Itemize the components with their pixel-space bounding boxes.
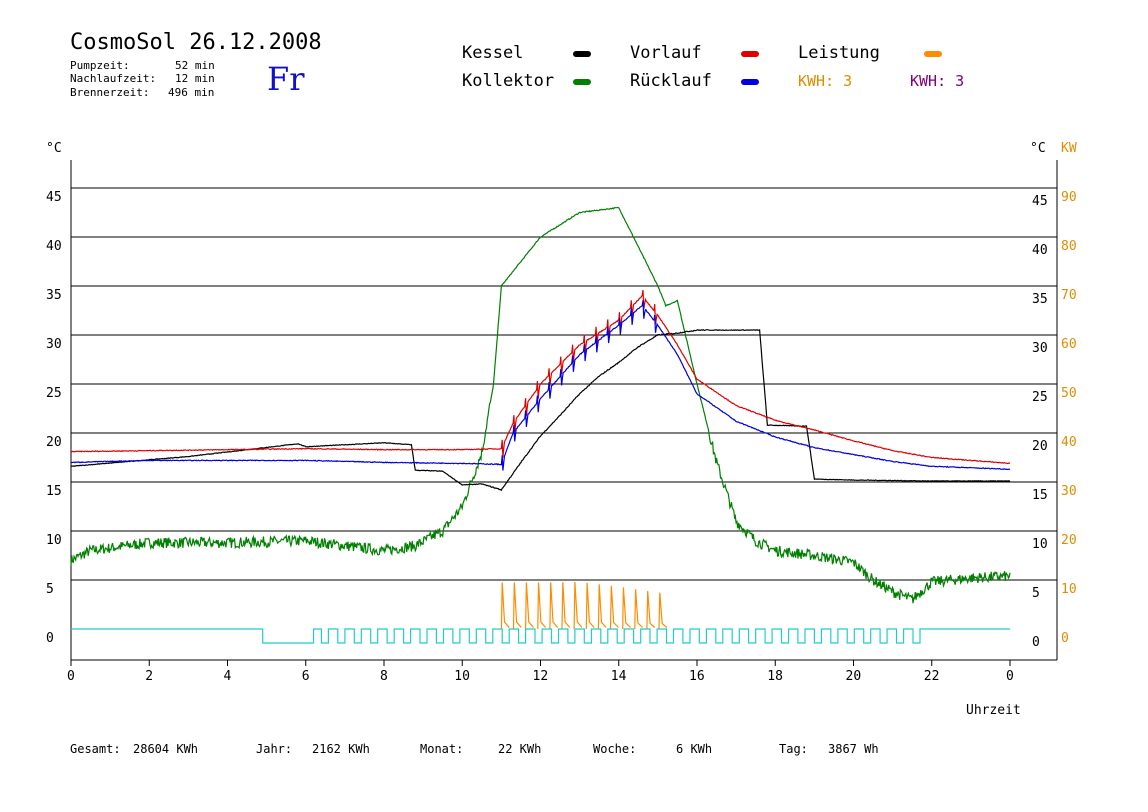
y-tick-right-20: 20 (1032, 439, 1048, 454)
footer-woche-label: Woche: (593, 742, 637, 756)
x-tick-7: 14 (611, 669, 627, 684)
footer-monat-value: 22 KWh (498, 742, 542, 756)
y-tick-right-40: 40 (1032, 243, 1048, 258)
y-tick-left-0: 0 (46, 631, 54, 646)
page-title: CosmoSol 26.12.2008 (70, 30, 322, 55)
y-tick-right-25: 25 (1032, 390, 1048, 405)
y-tick-right-35: 35 (1032, 292, 1048, 307)
legend-kessel-label: Kessel (462, 43, 524, 63)
y-tick-right-30: 30 (1032, 341, 1048, 356)
stat-brennerzeit-label: Brennerzeit: (70, 86, 150, 99)
y2-tick-30: 30 (1061, 484, 1077, 499)
grid-layer (71, 187, 1057, 581)
y2-tick-40: 40 (1061, 435, 1077, 450)
kwh-right: KWH: 3 (910, 72, 965, 90)
legend-kessel-swatch (573, 51, 591, 57)
y2-tick-70: 70 (1061, 288, 1077, 303)
stat-pumpzeit-value: 52 min (175, 59, 215, 72)
x-tick-11: 22 (924, 669, 940, 684)
series-kollektor (70, 206, 1011, 604)
series-leistung (500, 581, 668, 630)
y2-tick-80: 80 (1061, 239, 1077, 254)
x-tick-0: 0 (67, 669, 75, 684)
y-tick-right-10: 10 (1032, 537, 1048, 552)
y-tick-left-15: 15 (46, 484, 62, 499)
legend-leistung-swatch (924, 51, 942, 57)
y-tick-right-5: 5 (1032, 586, 1040, 601)
y2-tick-0: 0 (1061, 631, 1069, 646)
footer-woche-value: 6 KWh (676, 742, 713, 756)
y-tick-left-25: 25 (46, 386, 62, 401)
y2-tick-50: 50 (1061, 386, 1077, 401)
legend-vorlauf-swatch (741, 51, 759, 57)
stat-nachlaufzeit-value: 12 min (175, 72, 215, 85)
legend-ruecklauf-label: Rücklauf (630, 71, 712, 91)
x-tick-1: 2 (145, 669, 153, 684)
footer-jahr-value: 2162 KWh (312, 742, 370, 756)
series-vorlauf (70, 289, 1011, 465)
pump-status-line (71, 628, 1010, 644)
x-tick-10: 20 (846, 669, 862, 684)
x-tick-12: 0 (1006, 669, 1014, 684)
x-tick-4: 8 (380, 669, 388, 684)
y-tick-left-40: 40 (46, 239, 62, 254)
footer-gesamt-value: 28604 KWh (133, 742, 199, 756)
y-tick-right-15: 15 (1032, 488, 1048, 503)
footer-tag-value: 3867 Wh (828, 742, 879, 756)
y-tick-right-0: 0 (1032, 635, 1040, 650)
x-axis-label: Uhrzeit (966, 703, 1021, 718)
y2-tick-10: 10 (1061, 582, 1077, 597)
footer-monat-label: Monat: (420, 742, 464, 756)
legend-kollektor-swatch (573, 79, 591, 85)
x-tick-2: 4 (224, 669, 232, 684)
x-tick-9: 18 (767, 669, 783, 684)
y2-tick-90: 90 (1061, 190, 1077, 205)
y-tick-left-20: 20 (46, 435, 62, 450)
footer-jahr-label: Jahr: (256, 742, 293, 756)
y-axis-label-right: °C (1030, 141, 1046, 156)
legend-ruecklauf-swatch (741, 79, 759, 85)
weekday-label: Fr (267, 60, 305, 98)
kwh-left: KWH: 3 (798, 72, 853, 90)
series-kessel (70, 328, 1011, 492)
x-tick-5: 10 (454, 669, 470, 684)
y-tick-left-35: 35 (46, 288, 62, 303)
x-tick-8: 16 (689, 669, 705, 684)
series-layer (70, 206, 1011, 644)
y-tick-right-45: 45 (1032, 194, 1048, 209)
footer-gesamt-label: Gesamt: (70, 742, 121, 756)
y-axis-label-right-kw: KW (1061, 141, 1077, 156)
y-axis-label-left: °C (46, 141, 62, 156)
stat-brennerzeit-value: 496 min (168, 86, 215, 99)
series-ruecklauf (70, 300, 1011, 471)
y2-tick-20: 20 (1061, 533, 1077, 548)
x-tick-6: 12 (533, 669, 549, 684)
y-tick-left-30: 30 (46, 337, 62, 352)
y2-tick-60: 60 (1061, 337, 1077, 352)
legend-vorlauf-label: Vorlauf (630, 43, 702, 63)
x-tick-3: 6 (302, 669, 310, 684)
y-tick-left-5: 5 (46, 582, 54, 597)
footer-tag-label: Tag: (779, 742, 808, 756)
legend-kollektor-label: Kollektor (462, 71, 555, 91)
y-tick-left-10: 10 (46, 533, 62, 548)
stat-pumpzeit-label: Pumpzeit: (70, 59, 130, 72)
legend-leistung-label: Leistung (798, 43, 880, 63)
stat-nachlaufzeit-label: Nachlaufzeit: (70, 72, 157, 85)
y-tick-left-45: 45 (46, 190, 62, 205)
